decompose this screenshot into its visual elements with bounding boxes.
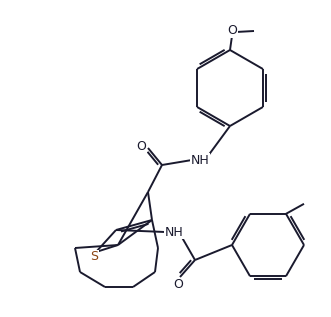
Text: O: O bbox=[173, 279, 183, 292]
Text: O: O bbox=[136, 140, 146, 153]
Text: NH: NH bbox=[191, 153, 210, 166]
Text: O: O bbox=[227, 24, 237, 37]
Text: S: S bbox=[90, 250, 98, 263]
Text: NH: NH bbox=[165, 225, 183, 238]
